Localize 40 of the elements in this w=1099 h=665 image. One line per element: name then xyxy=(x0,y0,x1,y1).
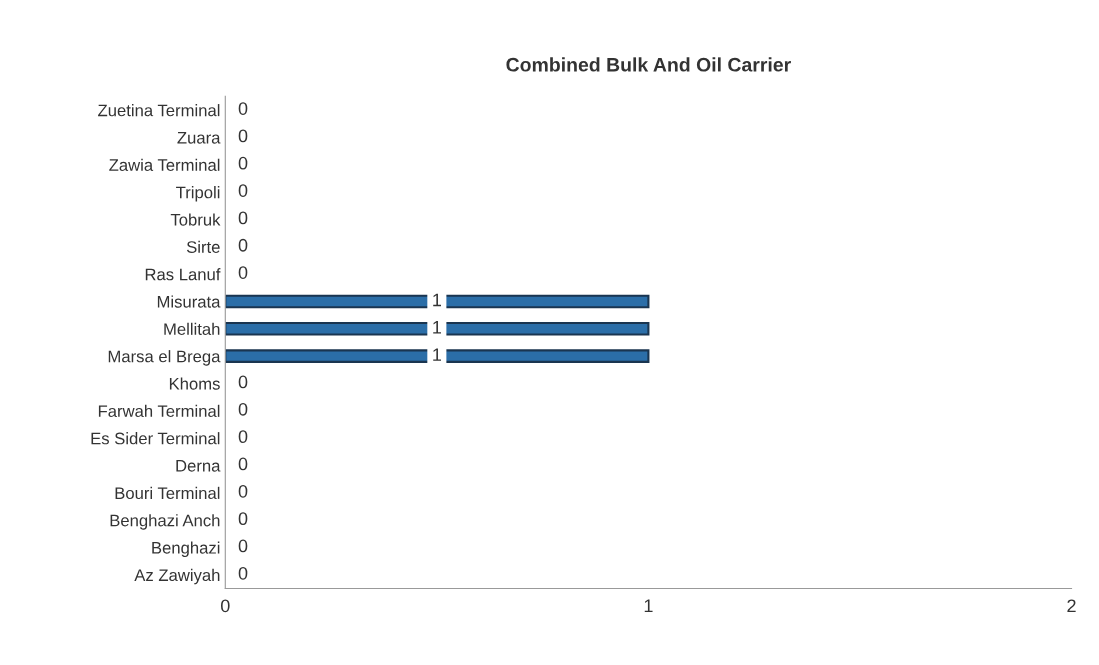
y-tick-label: Khoms xyxy=(169,377,220,390)
data-label: 0 xyxy=(238,184,248,197)
data-label: 0 xyxy=(238,430,248,444)
data-label: 0 xyxy=(238,539,248,553)
y-tick-label: Bouri Terminal xyxy=(115,486,220,500)
y-tick-label: Es Sider Terminal xyxy=(91,432,220,445)
y-tick-label: Az Zawiyah xyxy=(134,568,220,585)
data-label: 0 xyxy=(238,566,248,580)
y-tick-label: Ras Lanuf xyxy=(145,268,221,281)
data-label: 0 xyxy=(238,484,248,498)
y-tick-label: Zawia Terminal xyxy=(109,158,220,171)
data-label: 0 xyxy=(238,102,248,115)
data-label: 0 xyxy=(238,402,248,416)
data-label: 0 xyxy=(238,129,248,143)
y-tick-label: Tobruk xyxy=(170,213,221,226)
data-label: 1 xyxy=(433,321,441,334)
data-label: 0 xyxy=(238,375,248,389)
y-tick-label: Benghazi xyxy=(152,541,220,558)
x-tick-label: 0 xyxy=(220,599,230,613)
data-label: 0 xyxy=(238,211,248,225)
x-tick-label: 1 xyxy=(644,599,653,613)
y-tick-label: Farwah Terminal xyxy=(98,404,220,418)
y-tick-label: Benghazi Anch xyxy=(110,514,220,530)
data-label: 0 xyxy=(238,512,248,526)
x-tick-label: 2 xyxy=(1067,599,1076,613)
data-label: 0 xyxy=(238,238,248,252)
data-label: 1 xyxy=(433,293,441,307)
data-label: 0 xyxy=(238,156,248,170)
data-label: 1 xyxy=(433,348,441,361)
y-tick-label: Misurata xyxy=(157,295,221,308)
y-tick-label: Mellitah xyxy=(164,322,220,336)
y-tick-label: Derna xyxy=(176,460,221,472)
chart-title: Combined Bulk And Oil Carrier xyxy=(506,57,791,72)
y-tick-label: Tripoli xyxy=(176,186,220,202)
y-tick-label: Marsa el Brega xyxy=(108,350,221,366)
data-label: 0 xyxy=(238,266,248,279)
y-tick-label: Zuara xyxy=(177,132,221,144)
y-tick-label: Sirte xyxy=(186,240,220,253)
data-label: 0 xyxy=(238,457,248,471)
y-tick-label: Zuetina Terminal xyxy=(98,104,220,117)
